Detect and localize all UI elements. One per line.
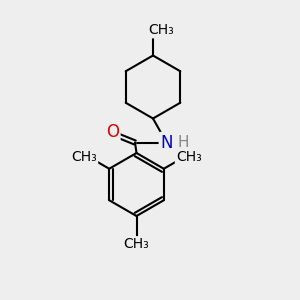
- Text: CH₃: CH₃: [124, 238, 149, 251]
- Text: CH₃: CH₃: [71, 150, 97, 164]
- Text: O: O: [106, 123, 119, 141]
- Text: CH₃: CH₃: [176, 150, 202, 164]
- Text: N: N: [160, 134, 173, 152]
- Text: H: H: [177, 135, 189, 150]
- Text: CH₃: CH₃: [148, 23, 174, 37]
